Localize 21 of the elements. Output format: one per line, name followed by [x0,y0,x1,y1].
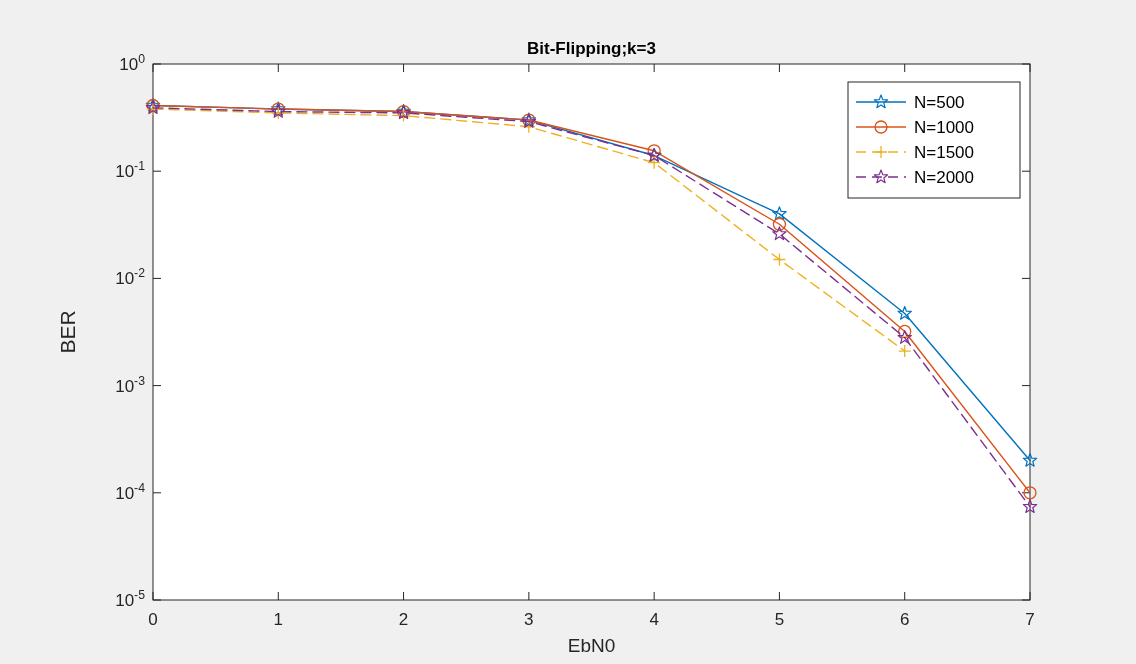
x-tick-label: 1 [273,610,284,629]
x-tick-label: 0 [148,610,158,629]
x-tick-label: 7 [1025,610,1035,629]
x-tick-label: 2 [398,610,409,629]
x-tick-label: 5 [774,610,785,629]
y-tick-label: 10$^{-1}$ [115,159,146,182]
x-tick-label: 4 [649,610,659,629]
y-tick-label: 10$^{-2}$ [115,266,146,289]
x-tick-label: 3 [524,610,534,629]
legend-label: N=1500 [914,143,975,162]
y-tick-label: 10$^{-3}$ [115,373,146,396]
legend-label: N=2000 [914,168,975,187]
legend-label: N=500 [914,93,965,112]
chart-title: Bit-Flipping;k=3 [527,39,656,58]
legend-label: N=1000 [914,118,975,137]
x-tick-label: 6 [899,610,910,629]
y-tick-label: 10$^{-5}$ [115,588,146,610]
y-tick-label: 10$^{-4}$ [115,480,146,503]
y-axis-title: BER [56,310,79,354]
y-tick-label: 10$^{0}$ [119,52,146,74]
x-axis-title: EbN0 [567,635,616,656]
